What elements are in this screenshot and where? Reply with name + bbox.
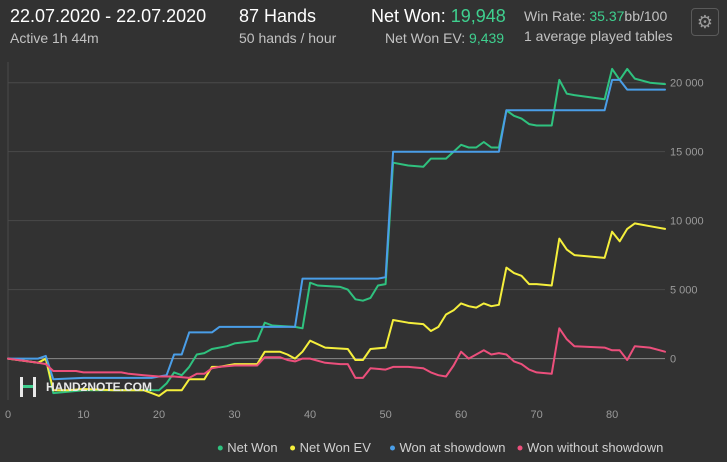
- legend-label: Won without showdown: [527, 440, 663, 455]
- net-won-value: 19,948: [450, 6, 506, 26]
- series-line-3: [7, 327, 666, 379]
- win-rate-label: Win Rate:: [524, 8, 586, 24]
- tables-stat: 1 average played tables: [524, 28, 673, 44]
- x-tick-label: 80: [606, 409, 618, 421]
- win-rate-stat: Win Rate: 35.37bb/100: [524, 8, 667, 24]
- h2n-logo-icon: [20, 377, 36, 397]
- y-tick-label: 5 000: [670, 285, 698, 297]
- x-tick-label: 30: [228, 409, 240, 421]
- chart-ticks: 0 5 000 10 000 15 000 20 000 0 10 20 30 40 50 60 70 8…: [5, 78, 704, 421]
- y-tick-label: 20 000: [670, 78, 704, 90]
- legend-marker: [390, 445, 395, 451]
- x-tick-label: 10: [77, 409, 89, 421]
- legend-label: Won at showdown: [400, 440, 506, 455]
- series-line-2: [7, 78, 666, 381]
- legend-label: Net Won: [227, 440, 277, 455]
- x-tick-label: 60: [455, 409, 467, 421]
- series-line-0: [7, 67, 666, 395]
- x-tick-label: 70: [530, 409, 542, 421]
- net-won-label: Net Won:: [371, 6, 446, 26]
- net-won-ev-stat: Net Won EV: 9,439: [385, 30, 504, 46]
- chart-grid: [7, 62, 665, 400]
- net-won-ev-value: 9,439: [469, 30, 505, 46]
- win-rate-unit: bb/100: [624, 8, 668, 24]
- x-tick-label: 20: [153, 409, 165, 421]
- active-time: Active 1h 44m: [10, 30, 99, 46]
- legend-label: Net Won EV: [300, 440, 372, 455]
- watermark-text: HAND2NOTE.COM: [46, 380, 152, 394]
- net-won-ev-label: Net Won EV:: [385, 30, 466, 46]
- chart-series: [7, 67, 666, 397]
- y-tick-label: 10 000: [670, 216, 704, 228]
- net-won-stat: Net Won: 19,948: [371, 6, 506, 27]
- win-rate-value: 35.37: [589, 8, 625, 24]
- x-tick-label: 40: [304, 409, 316, 421]
- gear-icon: ⚙: [696, 11, 714, 33]
- hands-count: 87 Hands: [239, 6, 317, 26]
- legend: Won without showdown Won at showdown Net W…: [217, 440, 663, 455]
- legend-marker: [517, 445, 523, 451]
- y-tick-label: 15 000: [670, 147, 704, 159]
- legend-marker: [290, 445, 296, 451]
- watermark: HAND2NOTE.COM: [20, 377, 152, 397]
- hands-rate: 50 hands / hour: [239, 30, 337, 46]
- x-tick-label: 50: [379, 409, 391, 421]
- legend-marker: [217, 445, 223, 451]
- x-tick-label: 0: [5, 409, 11, 421]
- date-range: 22.07.2020 - 22.07.2020: [10, 6, 207, 26]
- settings-button[interactable]: ⚙: [691, 8, 719, 36]
- y-tick-label: 0: [670, 354, 676, 366]
- series-line-1: [7, 222, 666, 397]
